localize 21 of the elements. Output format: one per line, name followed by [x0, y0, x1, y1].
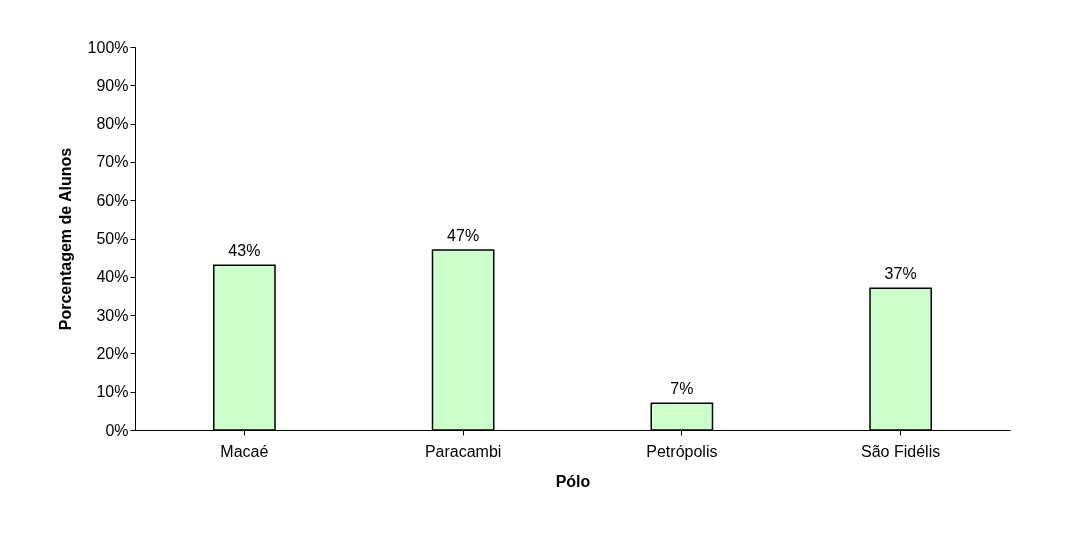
x-tick-label: Petrópolis	[646, 442, 718, 460]
y-tick-label: 20%	[96, 344, 129, 362]
y-axis-title: Porcentagem de Alunos	[56, 147, 74, 331]
y-tick-label: 60%	[96, 191, 129, 209]
data-label: 43%	[228, 242, 261, 260]
y-tick-label: 70%	[96, 153, 129, 171]
y-tick-label: 100%	[87, 38, 129, 56]
data-label: 37%	[884, 265, 917, 283]
x-tick-label: Paracambi	[424, 442, 502, 460]
x-axis-title: Pólo	[555, 472, 591, 490]
data-label: 47%	[447, 226, 480, 244]
y-tick-label: 0%	[105, 421, 129, 439]
x-tick-label: São Fidélis	[861, 442, 941, 460]
data-label: 7%	[670, 380, 694, 398]
y-tick-label: 40%	[96, 268, 129, 286]
y-tick-label: 90%	[96, 76, 129, 94]
y-tick-label: 80%	[96, 115, 129, 133]
y-tick-label: 50%	[96, 230, 129, 247]
y-tick-label: 10%	[96, 383, 129, 401]
y-tick-label: 30%	[96, 306, 129, 324]
x-tick-label: Macaé	[220, 442, 269, 460]
